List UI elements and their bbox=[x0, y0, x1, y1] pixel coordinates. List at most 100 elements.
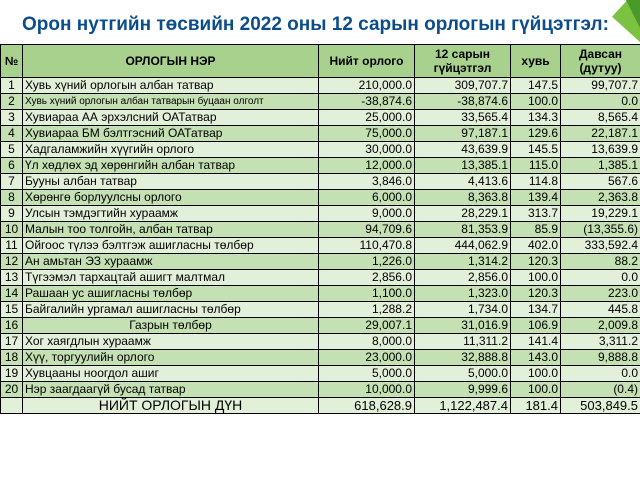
row-name: Хувцааны ноогдол ашиг bbox=[22, 365, 319, 382]
revenue-table: № ОРЛОГЫН НЭР Нийт орлого 12 сарын гүйцэт… bbox=[0, 44, 640, 414]
row-percent: 115.0 bbox=[510, 157, 561, 174]
row-percent: 143.0 bbox=[510, 349, 561, 366]
row-difference: 88.2 bbox=[560, 253, 640, 270]
table-row: 11 Ойгоос түлээ бэлтгэж ашигласны төлбөр 1… bbox=[0, 237, 640, 254]
row-percent: 129.6 bbox=[510, 125, 561, 142]
row-name: Хувь хүний орлогын албан татварын буцаан… bbox=[22, 93, 319, 110]
row-percent: 147.5 bbox=[510, 77, 561, 94]
row-total: 110,470.8 bbox=[318, 237, 415, 254]
row-total: 10,000.0 bbox=[318, 381, 415, 398]
row-number: 10 bbox=[0, 221, 23, 238]
table-row: 15 Байгалийн ургамал ашигласны төлбөр 1,28… bbox=[0, 301, 640, 318]
header-performance-line2: гүйцэтгэл bbox=[433, 61, 492, 75]
row-performance: 43,639.9 bbox=[414, 141, 511, 158]
row-number: 4 bbox=[0, 125, 23, 142]
row-percent: 134.7 bbox=[510, 301, 561, 318]
table-row: 9 Улсын тэмдэгтийн хураамж 9,000.0 28,229.1… bbox=[0, 205, 640, 222]
row-total: 6,000.0 bbox=[318, 189, 415, 206]
table-header-row: № ОРЛОГЫН НЭР Нийт орлого 12 сарын гүйцэт… bbox=[0, 44, 640, 78]
row-number: 9 bbox=[0, 205, 23, 222]
row-performance: 5,000.0 bbox=[414, 365, 511, 382]
row-number: 2 bbox=[0, 93, 23, 110]
row-difference: 8,565.4 bbox=[560, 109, 640, 126]
row-total: 1,288.2 bbox=[318, 301, 415, 318]
table-row: 3 Хувиараа АА эрхэлсний ОАТатвар 25,000.0 3… bbox=[0, 109, 640, 126]
row-performance: 1,314.2 bbox=[414, 253, 511, 270]
row-number: 15 bbox=[0, 301, 23, 318]
row-total: 25,000.0 bbox=[318, 109, 415, 126]
total-row-number bbox=[0, 397, 23, 414]
row-percent: 85.9 bbox=[510, 221, 561, 238]
row-name: Ан амьтан ЭЗ хураамж bbox=[22, 253, 319, 270]
row-percent: 106.9 bbox=[510, 317, 561, 334]
row-difference: 223.0 bbox=[560, 285, 640, 302]
table-row: 2 Хувь хүний орлогын албан татварын буцаа… bbox=[0, 93, 640, 110]
row-difference: 99,707.7 bbox=[560, 77, 640, 94]
row-name: Түгээмэл тархацтай ашигт малтмал bbox=[22, 269, 319, 286]
row-percent: 141.4 bbox=[510, 333, 561, 350]
row-performance: 309,707.7 bbox=[414, 77, 511, 94]
row-difference: 19,229.1 bbox=[560, 205, 640, 222]
row-number: 8 bbox=[0, 189, 23, 206]
table-row: 13 Түгээмэл тархацтай ашигт малтмал 2,856.… bbox=[0, 269, 640, 286]
row-difference: 1,385.1 bbox=[560, 157, 640, 174]
row-name: Байгалийн ургамал ашигласны төлбөр bbox=[22, 301, 319, 318]
row-performance: 2,856.0 bbox=[414, 269, 511, 286]
row-name: Хувиараа БМ бэлтгэсний ОАТатвар bbox=[22, 125, 319, 142]
row-performance: 97,187.1 bbox=[414, 125, 511, 142]
row-total: 1,100.0 bbox=[318, 285, 415, 302]
header-total: Нийт орлого bbox=[318, 44, 415, 78]
row-difference: 445.8 bbox=[560, 301, 640, 318]
total-row-total: 618,628.9 bbox=[318, 397, 415, 414]
row-name: Улсын тэмдэгтийн хураамж bbox=[22, 205, 319, 222]
row-name: Ойгоос түлээ бэлтгэж ашигласны төлбөр bbox=[22, 237, 319, 254]
total-row-difference: 503,849.5 bbox=[560, 397, 640, 414]
table-row: 12 Ан амьтан ЭЗ хураамж 1,226.0 1,314.2 120.… bbox=[0, 253, 640, 270]
row-name: Хадгаламжийн хүүгийн орлого bbox=[22, 141, 319, 158]
row-total: 75,000.0 bbox=[318, 125, 415, 142]
row-performance: 28,229.1 bbox=[414, 205, 511, 222]
table-row: 19 Хувцааны ноогдол ашиг 5,000.0 5,000.0 100… bbox=[0, 365, 640, 382]
header-percent: хувь bbox=[510, 44, 561, 78]
row-performance: 31,016.9 bbox=[414, 317, 511, 334]
row-number: 12 bbox=[0, 253, 23, 270]
row-name: Хувь хүний орлогын албан татвар bbox=[22, 77, 319, 94]
row-difference: 0.0 bbox=[560, 365, 640, 382]
row-percent: 100.0 bbox=[510, 381, 561, 398]
row-difference: 333,592.4 bbox=[560, 237, 640, 254]
table-row: 7 Бууны албан татвар 3,846.0 4,413.6 114.8 56… bbox=[0, 173, 640, 190]
table-row: 14 Рашаан ус ашигласны төлбөр 1,100.0 1,32… bbox=[0, 285, 640, 302]
row-name: Рашаан ус ашигласны төлбөр bbox=[22, 285, 319, 302]
row-name: Хөрөнгө борлуулсны орлого bbox=[22, 189, 319, 206]
table-row: 16 Газрын төлбөр 29,007.1 31,016.9 106.9 2,00… bbox=[0, 317, 640, 334]
row-performance: 13,385.1 bbox=[414, 157, 511, 174]
header-performance-line1: 12 сарын bbox=[434, 47, 490, 61]
row-number: 7 bbox=[0, 173, 23, 190]
row-difference: 13,639.9 bbox=[560, 141, 640, 158]
row-performance: 4,413.6 bbox=[414, 173, 511, 190]
row-difference: 0.0 bbox=[560, 269, 640, 286]
header-difference-line2: (дутуу) bbox=[579, 61, 622, 75]
row-percent: 139.4 bbox=[510, 189, 561, 206]
table-row: 10 Малын тоо толгойн, албан татвар 94,709.… bbox=[0, 221, 640, 238]
table-row: 18 Хүү, торгуулийн орлого 23,000.0 32,888.8… bbox=[0, 349, 640, 366]
row-total: 1,226.0 bbox=[318, 253, 415, 270]
table-row: 6 Үл хөдлөх эд хөрөнгийн албан татвар 12,0… bbox=[0, 157, 640, 174]
row-number: 6 bbox=[0, 157, 23, 174]
row-total: 30,000.0 bbox=[318, 141, 415, 158]
row-percent: 114.8 bbox=[510, 173, 561, 190]
row-number: 1 bbox=[0, 77, 23, 94]
table-row: 8 Хөрөнгө борлуулсны орлого 6,000.0 8,363.8… bbox=[0, 189, 640, 206]
total-row-name: НИЙТ ОРЛОГЫН ДҮН bbox=[22, 397, 319, 414]
row-total: 23,000.0 bbox=[318, 349, 415, 366]
table-row: 17 Хог хаягдлын хураамж 8,000.0 11,311.2 14… bbox=[0, 333, 640, 350]
row-percent: 402.0 bbox=[510, 237, 561, 254]
row-number: 5 bbox=[0, 141, 23, 158]
header-difference: Давсан (дутуу) bbox=[560, 44, 640, 78]
row-percent: 100.0 bbox=[510, 93, 561, 110]
row-performance: 32,888.8 bbox=[414, 349, 511, 366]
header-no: № bbox=[0, 44, 23, 78]
row-difference: (13,355.6) bbox=[560, 221, 640, 238]
row-difference: 22,187.1 bbox=[560, 125, 640, 142]
row-percent: 313.7 bbox=[510, 205, 561, 222]
